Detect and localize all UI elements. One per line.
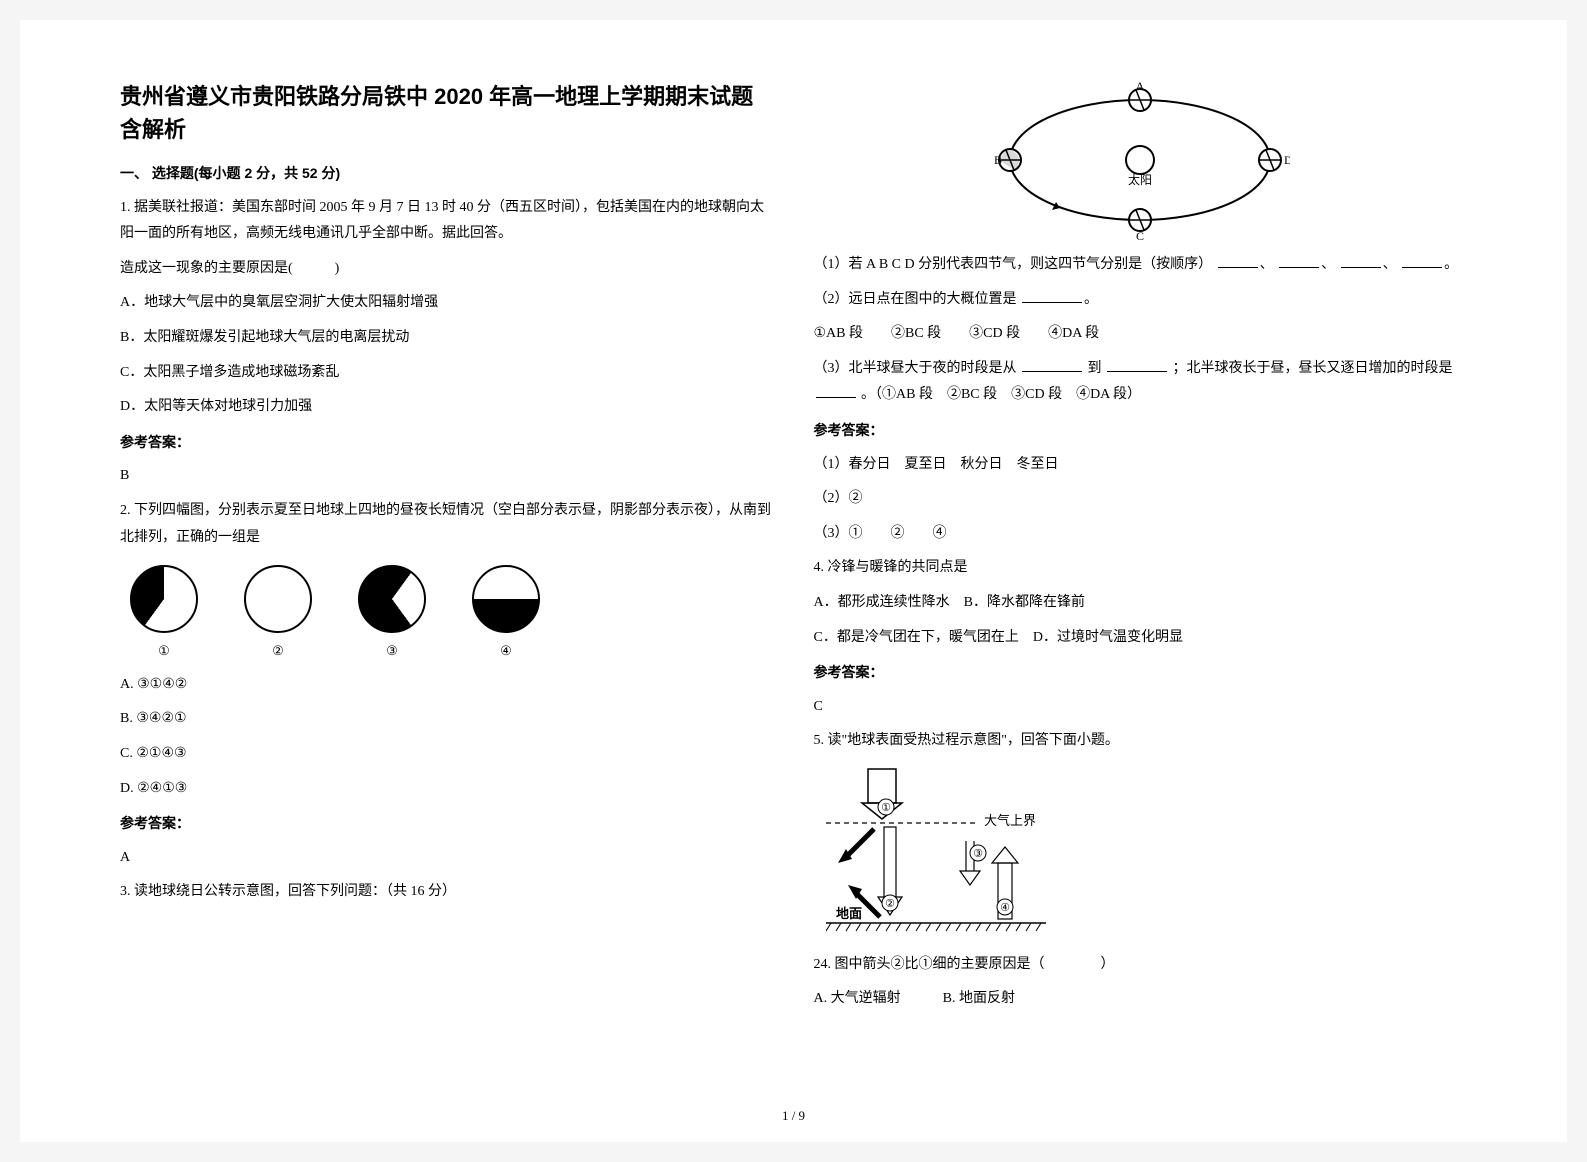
q2-figure: ① ② ③ ④ xyxy=(130,565,774,664)
orbit-icon: 太阳 A B xyxy=(990,80,1290,240)
q4-opts-row2: C．都是冷气团在下，暖气团在上 D．过境时气温变化明显 xyxy=(814,625,1468,652)
q3-answer-label: 参考答案： xyxy=(814,417,1468,444)
q3-stem: 3. 读地球绕日公转示意图，回答下列问题：（共 16 分） xyxy=(120,879,774,906)
q3-label-d: D xyxy=(1284,153,1290,167)
left-column: 贵州省遵义市贵阳铁路分局铁中 2020 年高一地理上学期期末试题含解析 一、 选… xyxy=(100,80,794,1102)
q1-opt-b: B．太阳耀斑爆发引起地球大气层的电离层扰动 xyxy=(120,325,774,352)
blank xyxy=(1022,358,1082,372)
ground-label: 地面 xyxy=(836,906,862,921)
q3-label-a: A xyxy=(1136,80,1145,93)
blank xyxy=(1218,254,1258,268)
q3-part1: （1）若 A B C D 分别代表四节气，则这四节气分别是（按顺序） 、 、 、… xyxy=(814,252,1468,279)
q1-stem-2: 造成这一现象的主要原因是( ) xyxy=(120,256,774,283)
q2-opt-b: B. ③④②① xyxy=(120,706,774,733)
heat-diagram-icon: 大气上界 地面 xyxy=(826,763,1066,933)
q4-answer: C xyxy=(814,694,1468,721)
q3-figure: 太阳 A B xyxy=(814,80,1468,240)
pie-icon-3 xyxy=(358,565,426,633)
pie-icon-2 xyxy=(244,565,312,633)
q2-opt-c: C. ②①④③ xyxy=(120,741,774,768)
blank xyxy=(816,384,856,398)
pie-icon-1 xyxy=(130,565,198,633)
q5-sub: 24. 图中箭头②比①细的主要原因是（ ） xyxy=(814,952,1468,979)
q4-opts-row1: A．都形成连续性降水 B．降水都降在锋前 xyxy=(814,590,1468,617)
q4-answer-label: 参考答案： xyxy=(814,659,1468,686)
q1-opt-d: D．太阳等天体对地球引力加强 xyxy=(120,394,774,421)
section-header: 一、 选择题(每小题 2 分，共 52 分) xyxy=(120,160,774,187)
q5-stem: 5. 读"地球表面受热过程示意图"，回答下面小题。 xyxy=(814,728,1468,755)
q3-p3-a: （3）北半球昼大于夜的时段是从 xyxy=(814,361,1017,376)
exam-page: 贵州省遵义市贵阳铁路分局铁中 2020 年高一地理上学期期末试题含解析 一、 选… xyxy=(20,20,1567,1142)
blank xyxy=(1341,254,1381,268)
q3-p3-mid: 到 xyxy=(1088,361,1102,376)
q3-p3-b: ；北半球夜长于昼，昼长又逐日增加的时段是 xyxy=(1173,361,1453,376)
blank xyxy=(1107,358,1167,372)
blank xyxy=(1022,289,1082,303)
q2-answer: A xyxy=(120,845,774,872)
q1-answer: B xyxy=(120,463,774,490)
right-column: 太阳 A B xyxy=(794,80,1488,1102)
q2-circle-2: ② xyxy=(244,565,312,664)
q2-circle-3: ③ xyxy=(358,565,426,664)
q3-p3-end: 。（①AB 段 ②BC 段 ③CD 段 ④DA 段） xyxy=(861,387,1141,402)
q3-p1-text: （1）若 A B C D 分别代表四节气，则这四节气分别是（按顺序） xyxy=(814,257,1213,272)
q3-answer-1: （1）春分日 夏至日 秋分日 冬至日 xyxy=(814,452,1468,479)
q2-circle-4: ④ xyxy=(472,565,540,664)
q5-figure: 大气上界 地面 xyxy=(826,763,1468,944)
q2-label-3: ③ xyxy=(386,639,398,664)
pie-icon-4 xyxy=(472,565,540,633)
q3-p2-text: （2）远日点在图中的大概位置是 xyxy=(814,292,1017,307)
q2-answer-label: 参考答案： xyxy=(120,810,774,837)
q3-answer-2: （2）② xyxy=(814,486,1468,513)
atm-label: 大气上界 xyxy=(984,813,1036,828)
q3-answer-3: （3）① ② ④ xyxy=(814,521,1468,548)
q2-label-2: ② xyxy=(272,639,284,664)
blank xyxy=(1402,254,1442,268)
q5-n3: ③ xyxy=(973,848,983,860)
blank xyxy=(1279,254,1319,268)
q2-label-4: ④ xyxy=(500,639,512,664)
q1-answer-label: 参考答案： xyxy=(120,429,774,456)
q2-stem: 2. 下列四幅图，分别表示夏至日地球上四地的昼夜长短情况（空白部分表示昼，阴影部… xyxy=(120,498,774,551)
q1-opt-c: C．太阳黑子增多造成地球磁场紊乱 xyxy=(120,360,774,387)
q4-stem: 4. 冷锋与暖锋的共同点是 xyxy=(814,555,1468,582)
q5-n4: ④ xyxy=(1000,902,1010,914)
q2-opt-d: D. ②④①③ xyxy=(120,776,774,803)
q2-label-1: ① xyxy=(158,639,170,664)
q3-part2-opts: ①AB 段 ②BC 段 ③CD 段 ④DA 段 xyxy=(814,321,1468,348)
q5-n1: ① xyxy=(881,802,891,814)
q3-label-b: B xyxy=(994,153,1002,167)
q1-stem-1: 1. 据美联社报道：美国东部时间 2005 年 9 月 7 日 13 时 40 … xyxy=(120,195,774,248)
q5-n2: ② xyxy=(885,898,895,910)
q2-opt-a: A. ③①④② xyxy=(120,672,774,699)
sun-label: 太阳 xyxy=(1128,172,1152,187)
q3-label-c: C xyxy=(1136,229,1144,240)
q2-circle-1: ① xyxy=(130,565,198,664)
q5-opts-row1: A. 大气逆辐射 B. 地面反射 xyxy=(814,986,1468,1013)
page-title: 贵州省遵义市贵阳铁路分局铁中 2020 年高一地理上学期期末试题含解析 xyxy=(120,80,774,146)
q1-opt-a: A．地球大气层中的臭氧层空洞扩大使太阳辐射增强 xyxy=(120,290,774,317)
q3-part2: （2）远日点在图中的大概位置是 。 xyxy=(814,287,1468,314)
q3-part3: （3）北半球昼大于夜的时段是从 到 ；北半球夜长于昼，昼长又逐日增加的时段是 。… xyxy=(814,356,1468,409)
